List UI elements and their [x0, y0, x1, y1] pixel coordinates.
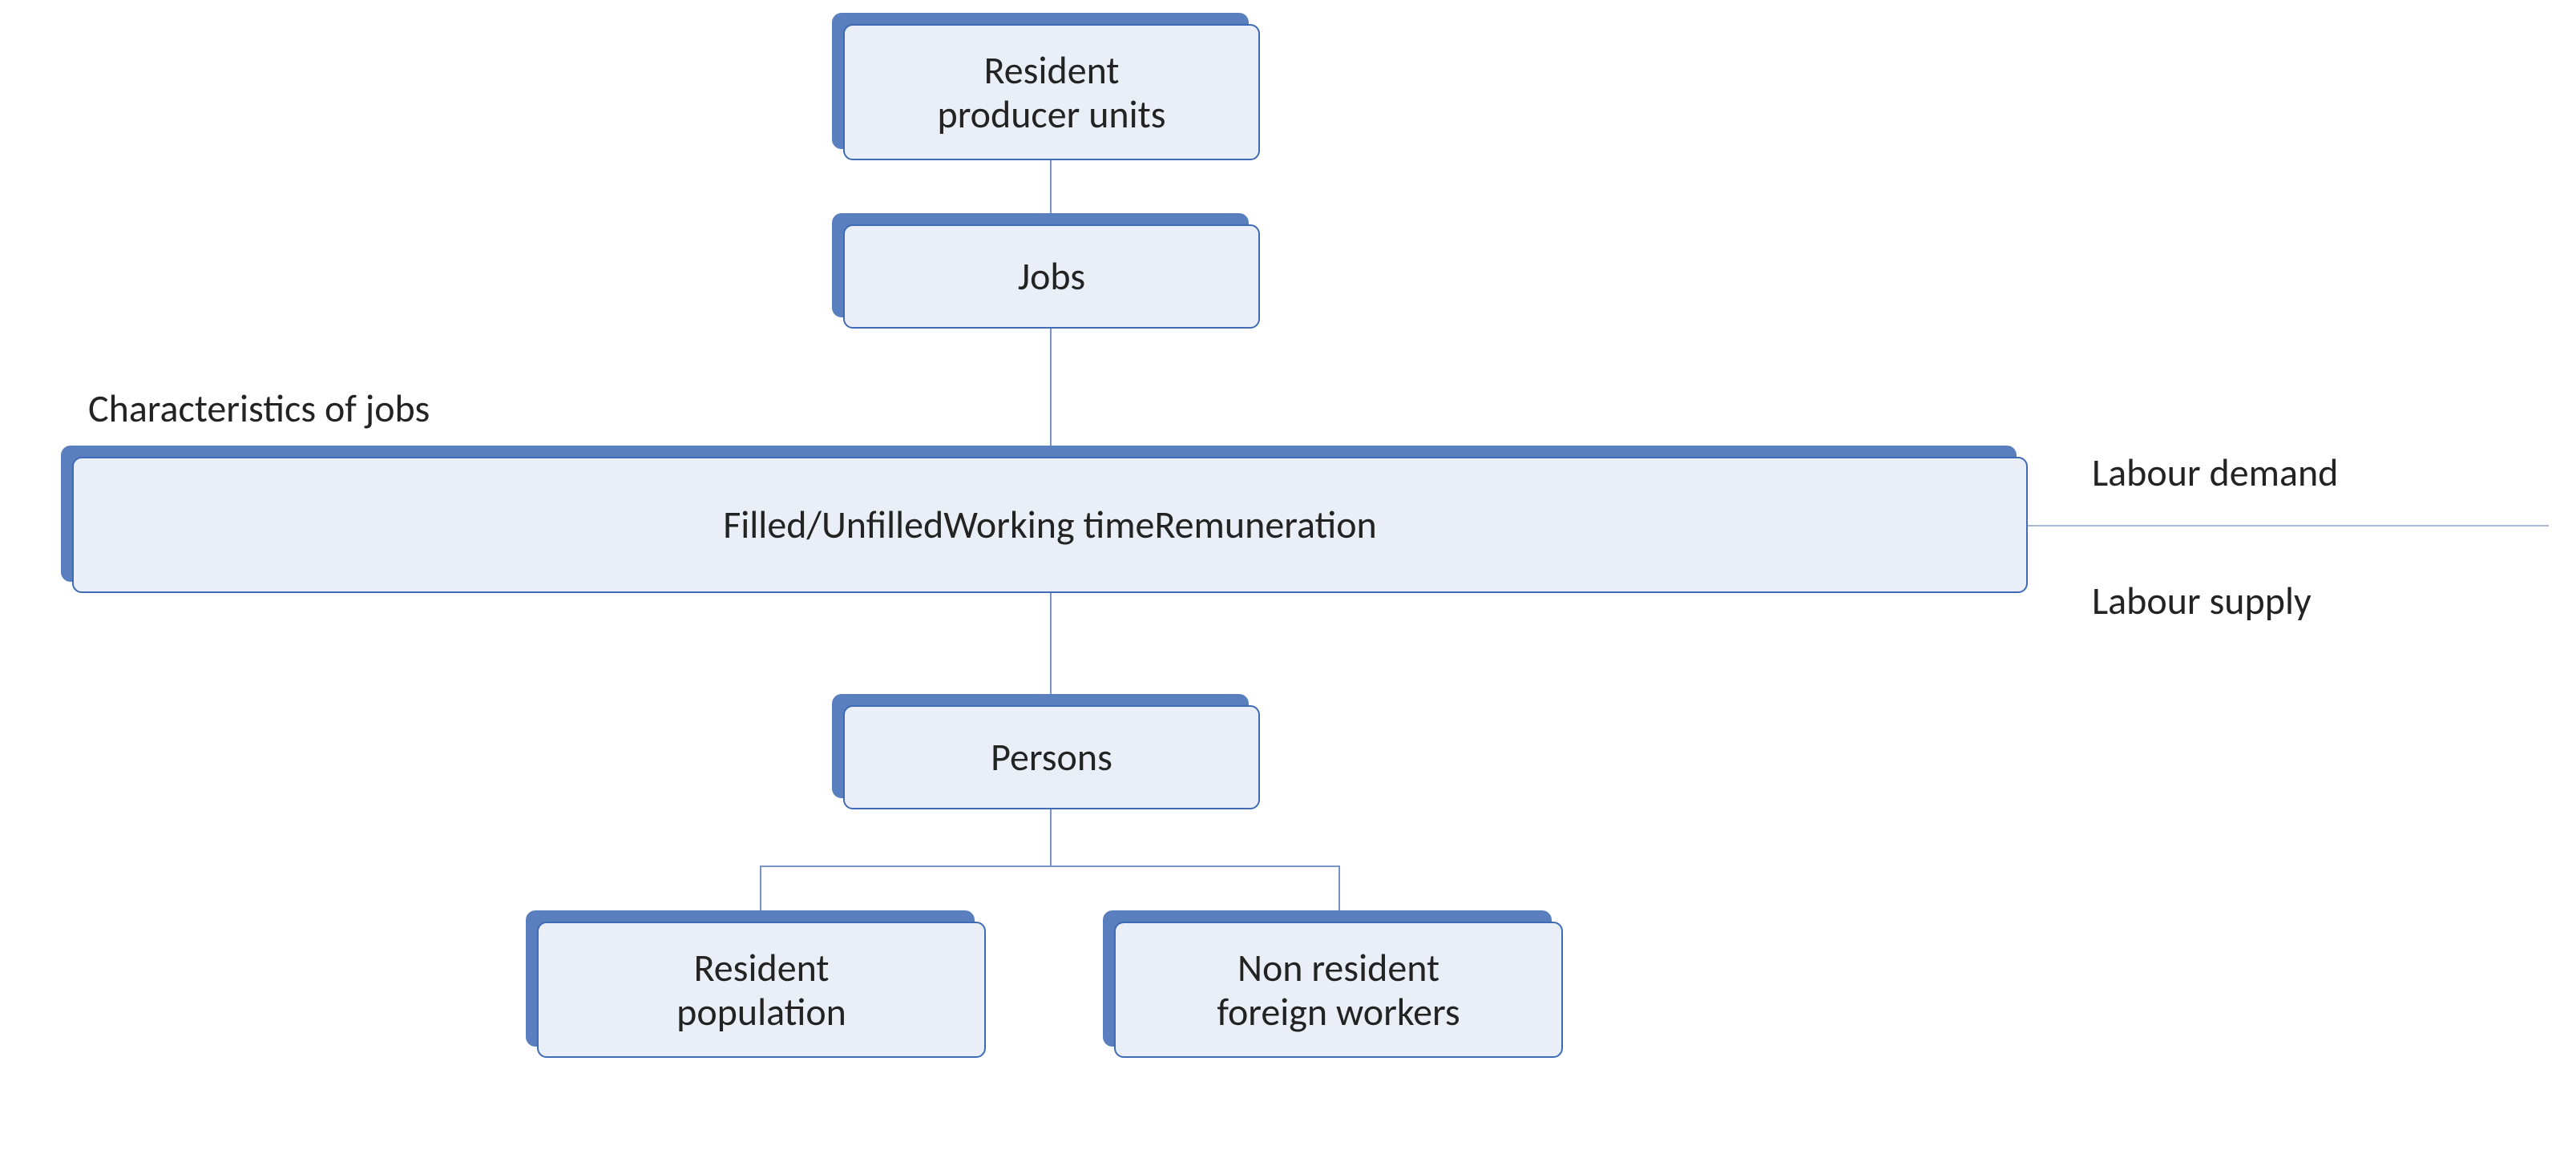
node-label: Persons	[991, 735, 1112, 779]
char-filled: Filled/Unfilled	[723, 502, 943, 547]
node-label: Jobs	[1018, 254, 1085, 298]
side-separator-line	[2028, 525, 2549, 527]
node-persons: Persons	[843, 705, 1260, 809]
char-working-time: Working time	[943, 502, 1154, 547]
connector-line	[1338, 866, 1340, 914]
connector-line	[760, 866, 761, 914]
node-resident-population: Residentpopulation	[537, 922, 986, 1058]
node-resident-producer-units: Residentproducer units	[843, 24, 1260, 160]
label-labour-supply: Labour supply	[2092, 577, 2312, 624]
node-label: Non residentforeign workers	[1217, 946, 1460, 1034]
connector-line	[1050, 593, 1052, 697]
char-remuneration: Remuneration	[1154, 502, 1376, 547]
node-jobs: Jobs	[843, 224, 1260, 329]
label-characteristics: Characteristics of jobs	[88, 385, 430, 432]
connector-line	[1050, 809, 1052, 866]
label-labour-demand: Labour demand	[2092, 449, 2338, 496]
node-label: Residentproducer units	[938, 48, 1166, 136]
node-label: Residentpopulation	[676, 946, 846, 1034]
connector-line	[1050, 329, 1052, 449]
node-nonresident-workers: Non residentforeign workers	[1114, 922, 1563, 1058]
connector-line	[760, 866, 1340, 867]
connector-line	[1050, 160, 1052, 216]
node-characteristics-bar: Filled/Unfilled Working time Remuneratio…	[72, 457, 2028, 593]
